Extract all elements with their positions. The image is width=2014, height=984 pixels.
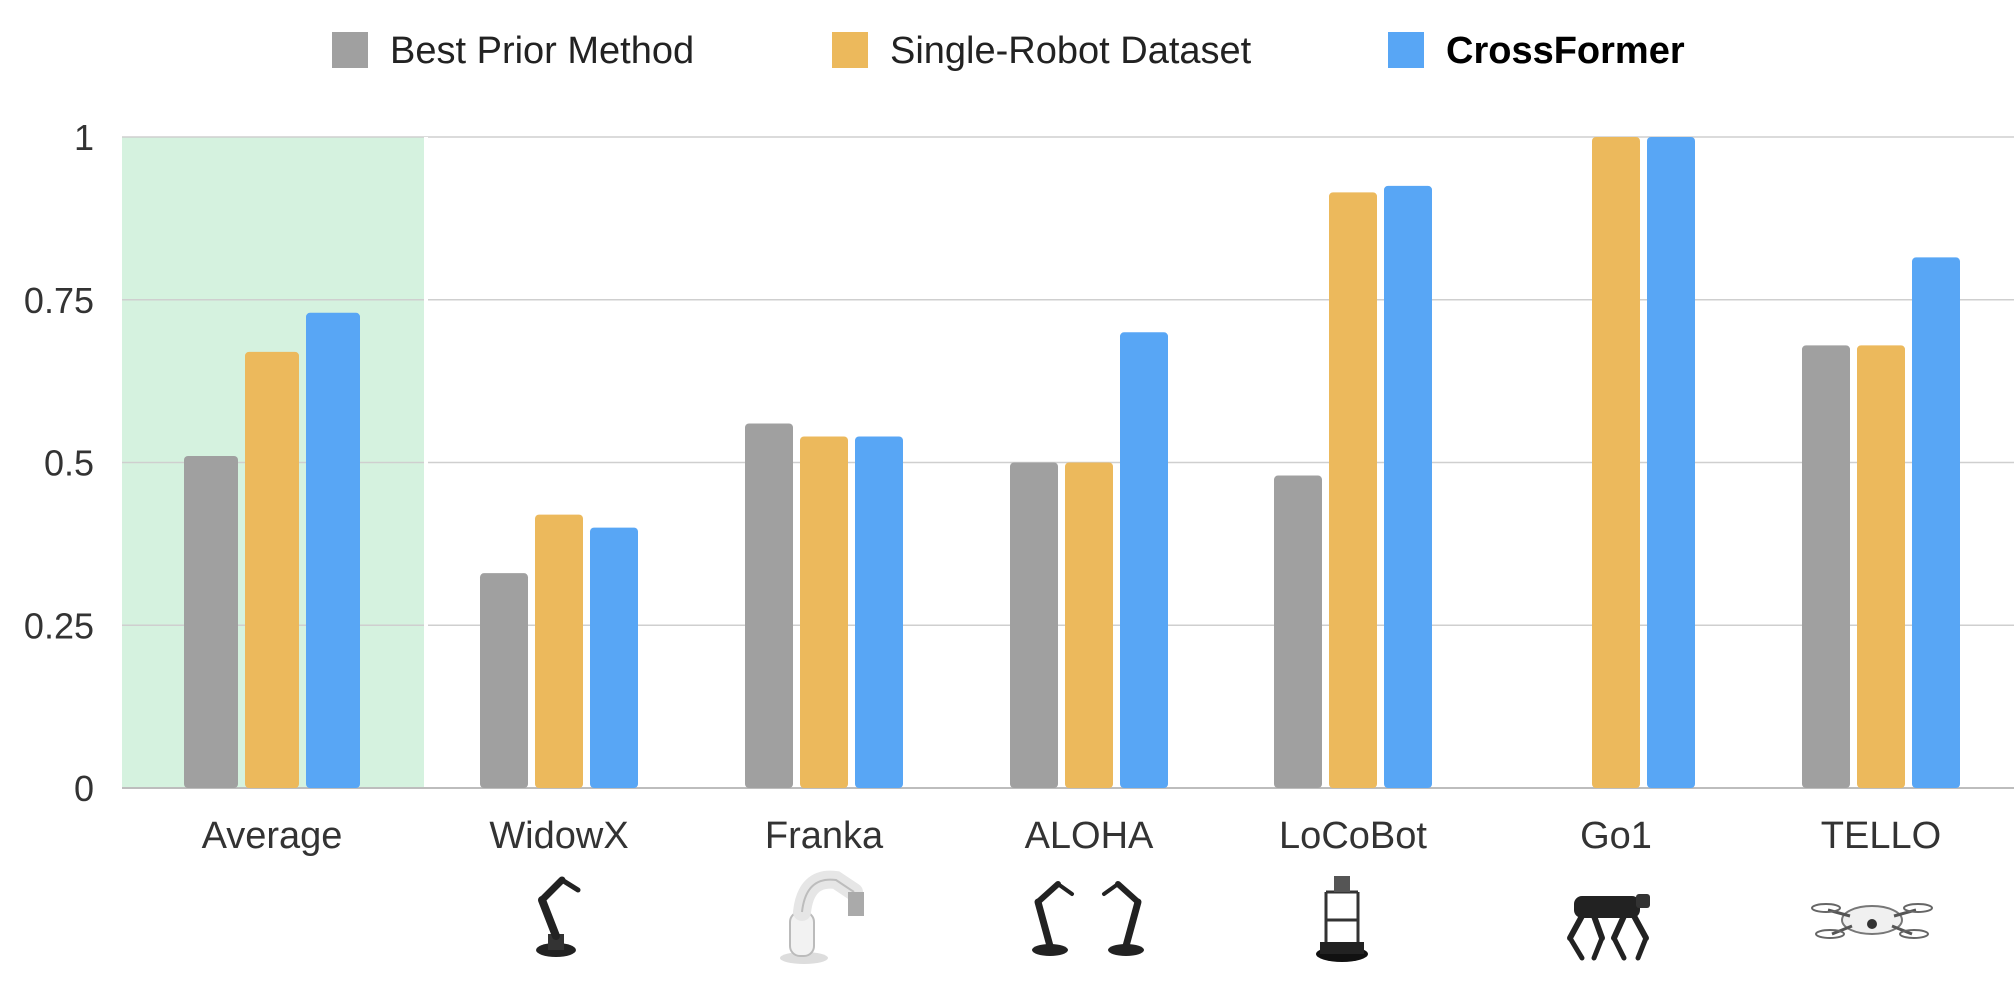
bar-tello-best-prior-method [1802, 345, 1850, 788]
category-labels: Average WidowX Franka ALOHA LoCoBot Go1 TELLO [202, 815, 1942, 857]
dual-arm-icon [1032, 881, 1144, 956]
bar-franka-best-prior-method [745, 423, 793, 788]
robot-arm-icon [536, 876, 581, 957]
bar-widowx-best-prior-method [480, 573, 528, 788]
bar-aloha-best-prior-method [1010, 462, 1058, 788]
bar-tello-crossformer [1912, 257, 1960, 788]
bar-franka-single-robot-dataset [800, 436, 848, 788]
category-label: ALOHA [1025, 815, 1154, 857]
bar-widowx-crossformer [590, 527, 638, 788]
bar-average-single-robot-dataset [245, 351, 299, 788]
bar-widowx-single-robot-dataset [535, 514, 583, 788]
bars [184, 137, 1960, 788]
quadruped-icon [1567, 894, 1650, 961]
category-label: Go1 [1580, 815, 1652, 857]
bar-average-crossformer [306, 312, 360, 788]
legend-swatch [1388, 32, 1424, 68]
legend: Best Prior Method Single-Robot Dataset Cro… [332, 30, 1685, 72]
drone-icon [1811, 903, 1933, 939]
bar-locobot-single-robot-dataset [1329, 192, 1377, 788]
y-tick-label: 0.25 [24, 605, 94, 646]
legend-label: Single-Robot Dataset [890, 30, 1252, 72]
legend-swatch [832, 32, 868, 68]
bar-aloha-single-robot-dataset [1065, 462, 1113, 788]
bar-franka-crossformer [855, 436, 903, 788]
bar-tello-single-robot-dataset [1857, 345, 1905, 788]
bar-go1-single-robot-dataset [1592, 137, 1640, 788]
legend-swatch [332, 32, 368, 68]
y-tick-label: 0.75 [24, 280, 94, 321]
bar-go1-crossformer [1647, 137, 1695, 788]
gridlines [122, 136, 2014, 788]
category-label: TELLO [1821, 815, 1941, 857]
franka-arm-icon [780, 870, 864, 964]
bar-average-best-prior-method [184, 455, 238, 788]
bar-locobot-crossformer [1384, 185, 1432, 788]
locobot-icon [1316, 876, 1368, 962]
category-label: Franka [765, 815, 884, 857]
legend-label: CrossFormer [1446, 30, 1685, 72]
category-label: LoCoBot [1279, 815, 1427, 857]
category-label: Average [202, 815, 343, 857]
category-label: WidowX [489, 815, 628, 857]
legend-label: Best Prior Method [390, 30, 694, 72]
y-tick-label: 0.5 [44, 443, 94, 484]
bar-locobot-best-prior-method [1274, 475, 1322, 788]
y-axis-tick-labels: 0 0.25 0.5 0.75 1 [24, 117, 94, 809]
bar-aloha-crossformer [1120, 332, 1168, 788]
y-tick-label: 1 [74, 117, 94, 158]
y-tick-label: 0 [74, 768, 94, 809]
